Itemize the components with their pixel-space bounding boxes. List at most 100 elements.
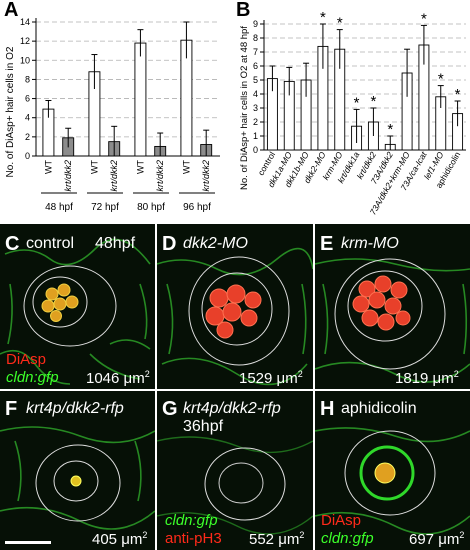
panel-letter-d: D	[162, 233, 177, 255]
y-tick-label: 6	[253, 61, 258, 71]
hair-cells-d	[205, 284, 262, 339]
panel-letter-f: F	[5, 398, 18, 420]
y-tick-label: 3	[253, 103, 258, 113]
panel-letter-b: B	[236, 0, 250, 21]
cell-image-f	[0, 426, 155, 530]
cell-mesh-d	[157, 247, 313, 386]
chart-b-ylabel: No. of DiAsp+ hair cells in O2 at 48 hpf	[239, 26, 250, 190]
outline-d	[188, 256, 290, 366]
panel-h-title: aphidicolin	[341, 400, 417, 417]
x-tick-label: krt/dkk2	[201, 160, 211, 192]
group-label: 80 hpf	[137, 202, 165, 213]
y-tick-label: 4	[25, 113, 30, 123]
panel-letter-c: C	[5, 233, 20, 255]
panel-c-title: control	[26, 235, 75, 252]
bar	[134, 42, 147, 157]
panel-g-stage: 36hpf	[183, 418, 224, 435]
panel-d: D dkk2-MO 1529 μm2	[157, 224, 313, 389]
y-tick-label: 0	[253, 145, 258, 155]
area-h: 697 μm2	[409, 530, 465, 548]
legend-cldn-h: cldn:gfp	[321, 530, 374, 547]
chart-a-ylabel: No. of DiAsp+ hair cells in O2	[5, 46, 16, 177]
significance-marker: *	[337, 15, 343, 32]
legend-diasp-h: DiAsp	[321, 512, 362, 529]
x-tick-label: WT	[181, 160, 191, 174]
area-d: 1529 μm2	[239, 369, 303, 387]
panel-letter-h: H	[320, 398, 335, 420]
x-tick-label: WT	[89, 160, 99, 174]
significance-marker: *	[438, 71, 444, 88]
cell-image-e	[315, 258, 470, 383]
legend-ph3-g: anti-pH3	[165, 530, 222, 547]
y-tick-label: 9	[253, 19, 258, 29]
outline-c	[23, 265, 117, 347]
cell-image-c	[0, 238, 151, 385]
panel-f-title: krt4p/dkk2-rfp	[26, 400, 124, 417]
area-f: 405 μm2	[92, 530, 148, 548]
hair-cell-f	[70, 475, 82, 487]
x-tick-label: krt/dkk2	[109, 160, 119, 192]
y-tick-label: 1	[253, 131, 258, 141]
x-tick-label: krt/dkk2	[63, 160, 73, 192]
cell-mesh-c	[0, 238, 151, 385]
chart-b: 0123456789controldkk1a-MOdkk1b-MO*dkk2-M…	[253, 9, 466, 217]
panel-letter-e: E	[320, 233, 334, 255]
cell-image-g	[157, 436, 313, 535]
y-tick-label: 10	[20, 55, 30, 65]
legend-cldn-g: cldn:gfp	[165, 512, 218, 529]
panel-g: G krt4p/dkk2-rfp 36hpf cldn:gfp anti-pH3…	[157, 391, 313, 550]
y-tick-label: 7	[253, 47, 258, 57]
outline-e	[334, 258, 446, 370]
hair-cells-e	[352, 275, 411, 331]
y-tick-label: 6	[25, 94, 30, 104]
y-tick-label: 8	[25, 74, 30, 84]
x-tick-label: WT	[43, 160, 53, 174]
scale-bar	[5, 541, 51, 544]
significance-marker: *	[387, 121, 393, 138]
x-tick-label: WT	[135, 160, 145, 174]
outline-h	[344, 430, 436, 516]
panel-e: E krm-MO 1819 μm2	[315, 224, 470, 389]
area-g: 552 μm2	[249, 530, 305, 548]
outline-f	[35, 444, 121, 522]
legend-diasp-c: DiAsp	[6, 351, 47, 368]
charts-svg: A B No. of DiAsp+ hair cells in O2 No. o…	[4, 0, 466, 217]
y-tick-label: 12	[20, 36, 30, 46]
y-tick-label: 8	[253, 33, 258, 43]
hair-cell-h	[374, 462, 396, 484]
panel-e-title: krm-MO	[341, 235, 399, 252]
significance-marker: *	[370, 93, 376, 110]
cell-image-d	[157, 247, 313, 386]
panel-c: C control 48hpf DiAsp cldn:gfp 1046 μm2	[0, 224, 155, 389]
panel-letter-g: G	[162, 398, 178, 420]
legend-cldn-c: cldn:gfp	[6, 369, 59, 386]
y-tick-label: 4	[253, 89, 258, 99]
significance-marker: *	[421, 10, 427, 27]
chart-a: 0 2 4 6 8 10 12 14 WT krt/dkk2 48 hpf WT krt/dkk2 72 …	[20, 17, 220, 213]
area-e: 1819 μm2	[395, 369, 459, 387]
area-c: 1046 μm2	[86, 369, 150, 387]
y-tick-label: 2	[253, 117, 258, 127]
y-tick-label: 2	[25, 132, 30, 142]
cell-mesh-g	[157, 436, 313, 535]
panel-letter-a: A	[4, 0, 18, 21]
group-label: 72 hpf	[91, 202, 119, 213]
group-label: 48 hpf	[45, 202, 73, 213]
significance-marker: *	[354, 94, 360, 111]
outline-g	[204, 447, 286, 521]
cell-mesh-e	[315, 258, 470, 383]
panel-d-title: dkk2-MO	[183, 235, 248, 252]
y-tick-label: 0	[25, 151, 30, 161]
x-tick-label: krt/dkk2	[155, 160, 165, 192]
panel-f: F krt4p/dkk2-rfp 405 μm2	[0, 391, 155, 550]
significance-marker: *	[455, 86, 461, 103]
group-label: 96 hpf	[183, 202, 211, 213]
y-tick-label: 14	[20, 17, 30, 27]
cell-image-h	[315, 427, 470, 535]
panel-g-title: krt4p/dkk2-rfp	[183, 400, 281, 417]
panel-h: H aphidicolin DiAsp cldn:gfp 697 μm2	[315, 391, 470, 550]
panel-c-stage: 48hpf	[95, 235, 136, 252]
y-tick-label: 5	[253, 75, 258, 85]
significance-marker: *	[320, 9, 326, 26]
cell-mesh-h	[315, 427, 470, 535]
